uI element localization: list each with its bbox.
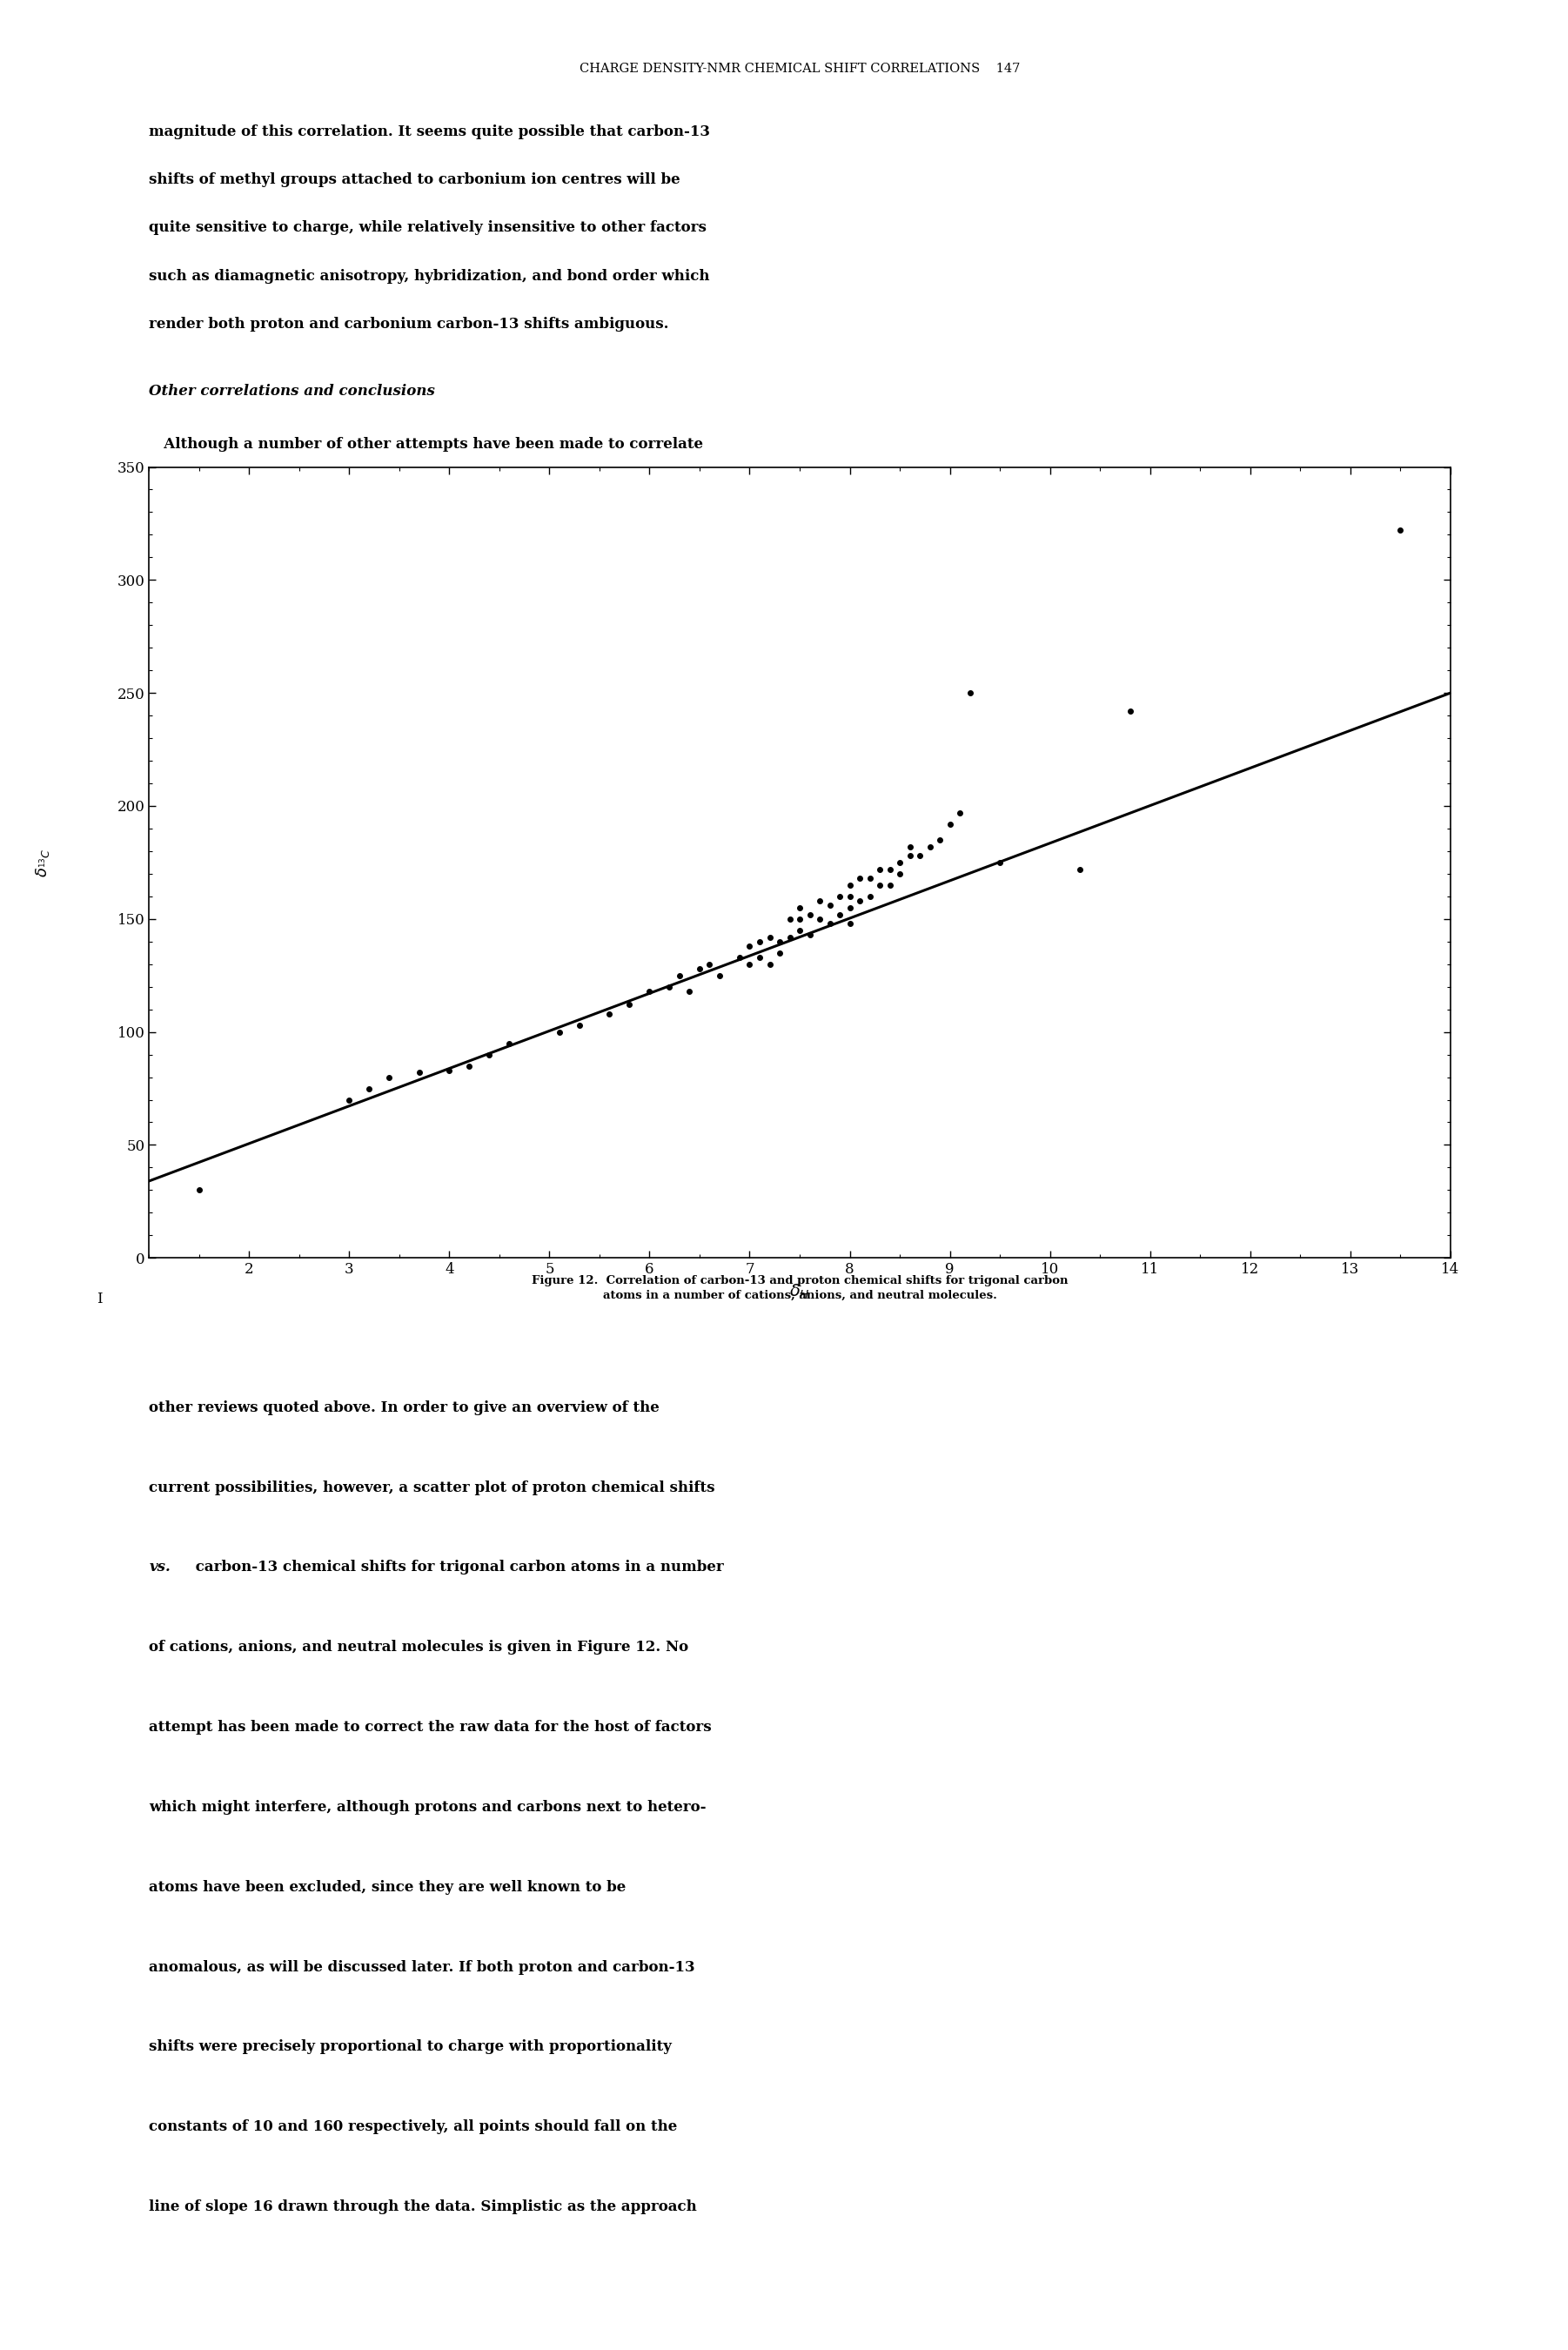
Point <box>887 844 913 881</box>
Point <box>657 968 682 1006</box>
Point <box>1068 851 1093 888</box>
Text: Although a number of other attempts have been made to correlate: Although a number of other attempts have… <box>149 437 702 451</box>
Point <box>767 924 792 961</box>
Point <box>757 945 782 982</box>
Text: carbon-13 chemical shifts for trigonal carbon atoms in a number: carbon-13 chemical shifts for trigonal c… <box>191 1560 724 1575</box>
Point <box>187 1170 212 1208</box>
Point <box>406 1053 431 1090</box>
Point <box>547 1013 572 1050</box>
Point <box>437 1050 463 1088</box>
Point <box>477 1036 502 1074</box>
Text: shifts were precisely proportional to charge with proportionality: shifts were precisely proportional to ch… <box>149 2040 671 2054</box>
Text: such as diamagnetic anisotropy, hybridization, and bond order which: such as diamagnetic anisotropy, hybridiz… <box>149 268 710 284</box>
Text: constants of 10 and 160 respectively, all points should fall on the: constants of 10 and 160 respectively, al… <box>149 2120 677 2134</box>
Text: range or precision of those already described, and are mentioned in: range or precision of those already desc… <box>149 533 701 548</box>
Point <box>797 916 822 954</box>
Point <box>877 851 902 888</box>
Point <box>746 938 771 975</box>
Point <box>616 987 641 1025</box>
Point <box>938 806 963 844</box>
X-axis label: $\delta_H$: $\delta_H$ <box>789 1283 811 1302</box>
Point <box>767 933 792 971</box>
Text: anomalous, as will be discussed later. If both proton and carbon-13: anomalous, as will be discussed later. I… <box>149 1960 695 1974</box>
Point <box>677 973 702 1010</box>
Point <box>847 881 872 919</box>
Point <box>568 1006 593 1043</box>
Point <box>698 945 723 982</box>
Point <box>897 827 922 865</box>
Point <box>1388 512 1413 550</box>
Point <box>847 860 872 898</box>
Point <box>757 919 782 956</box>
Text: magnitude of this correlation. It seems quite possible that carbon-13: magnitude of this correlation. It seems … <box>149 125 710 139</box>
Point <box>687 949 712 987</box>
Point <box>837 888 862 926</box>
Point <box>858 860 883 898</box>
Point <box>808 881 833 919</box>
Point <box>597 994 622 1032</box>
Point <box>897 837 922 874</box>
Text: render both proton and carbonium carbon-13 shifts ambiguous.: render both proton and carbonium carbon-… <box>149 317 670 331</box>
Point <box>817 886 842 924</box>
Text: current possibilities, however, a scatter plot of proton chemical shifts: current possibilities, however, a scatte… <box>149 1480 715 1495</box>
Point <box>707 956 732 994</box>
Point <box>828 895 853 933</box>
Point <box>837 877 862 914</box>
Text: which might interfere, although protons and carbons next to hetero-: which might interfere, although protons … <box>149 1800 706 1814</box>
Text: Figure 12.  Correlation of carbon-13 and proton chemical shifts for trigonal car: Figure 12. Correlation of carbon-13 and … <box>532 1276 1068 1302</box>
Point <box>917 827 942 865</box>
Point <box>797 895 822 933</box>
Text: CHARGE DENSITY-NMR CHEMICAL SHIFT CORRELATIONS    147: CHARGE DENSITY-NMR CHEMICAL SHIFT CORREL… <box>579 63 1021 75</box>
Point <box>858 877 883 914</box>
Text: carbon-13 and proton chemical shifts, they do not extend either the: carbon-13 and proton chemical shifts, th… <box>149 486 699 501</box>
Point <box>817 905 842 942</box>
Point <box>356 1069 381 1107</box>
Text: vs.: vs. <box>149 1560 171 1575</box>
Point <box>787 888 812 926</box>
Point <box>837 867 862 905</box>
Y-axis label: $\delta_{^{13}C}$: $\delta_{^{13}C}$ <box>34 848 52 877</box>
Point <box>787 900 812 938</box>
Text: quite sensitive to charge, while relatively insensitive to other factors: quite sensitive to charge, while relativ… <box>149 221 707 235</box>
Point <box>787 912 812 949</box>
Text: atoms have been excluded, since they are well known to be: atoms have been excluded, since they are… <box>149 1880 626 1894</box>
Point <box>988 844 1013 881</box>
Point <box>958 674 983 712</box>
Point <box>666 956 691 994</box>
Point <box>746 924 771 961</box>
Point <box>728 938 753 975</box>
Point <box>867 851 892 888</box>
Text: line of slope 16 drawn through the data. Simplistic as the approach: line of slope 16 drawn through the data.… <box>149 2200 696 2214</box>
Text: shifts of methyl groups attached to carbonium ion centres will be: shifts of methyl groups attached to carb… <box>149 172 681 188</box>
Point <box>637 973 662 1010</box>
Point <box>376 1058 401 1095</box>
Point <box>867 867 892 905</box>
Point <box>1118 693 1143 731</box>
Point <box>837 905 862 942</box>
Point <box>737 928 762 966</box>
Text: other reviews quoted above. In order to give an overview of the: other reviews quoted above. In order to … <box>149 1401 660 1415</box>
Point <box>808 900 833 938</box>
Point <box>877 867 902 905</box>
Point <box>337 1081 362 1119</box>
Point <box>828 877 853 914</box>
Point <box>497 1025 522 1062</box>
Point <box>778 919 803 956</box>
Point <box>947 794 972 832</box>
Text: Other correlations and conclusions: Other correlations and conclusions <box>149 383 436 400</box>
Point <box>887 855 913 893</box>
Text: of cations, anions, and neutral molecules is given in Figure 12. No: of cations, anions, and neutral molecule… <box>149 1640 688 1654</box>
Point <box>456 1048 481 1086</box>
Point <box>908 837 933 874</box>
Text: I: I <box>97 1293 102 1307</box>
Point <box>737 945 762 982</box>
Text: attempt has been made to correct the raw data for the host of factors: attempt has been made to correct the raw… <box>149 1720 712 1734</box>
Point <box>778 900 803 938</box>
Point <box>927 820 952 858</box>
